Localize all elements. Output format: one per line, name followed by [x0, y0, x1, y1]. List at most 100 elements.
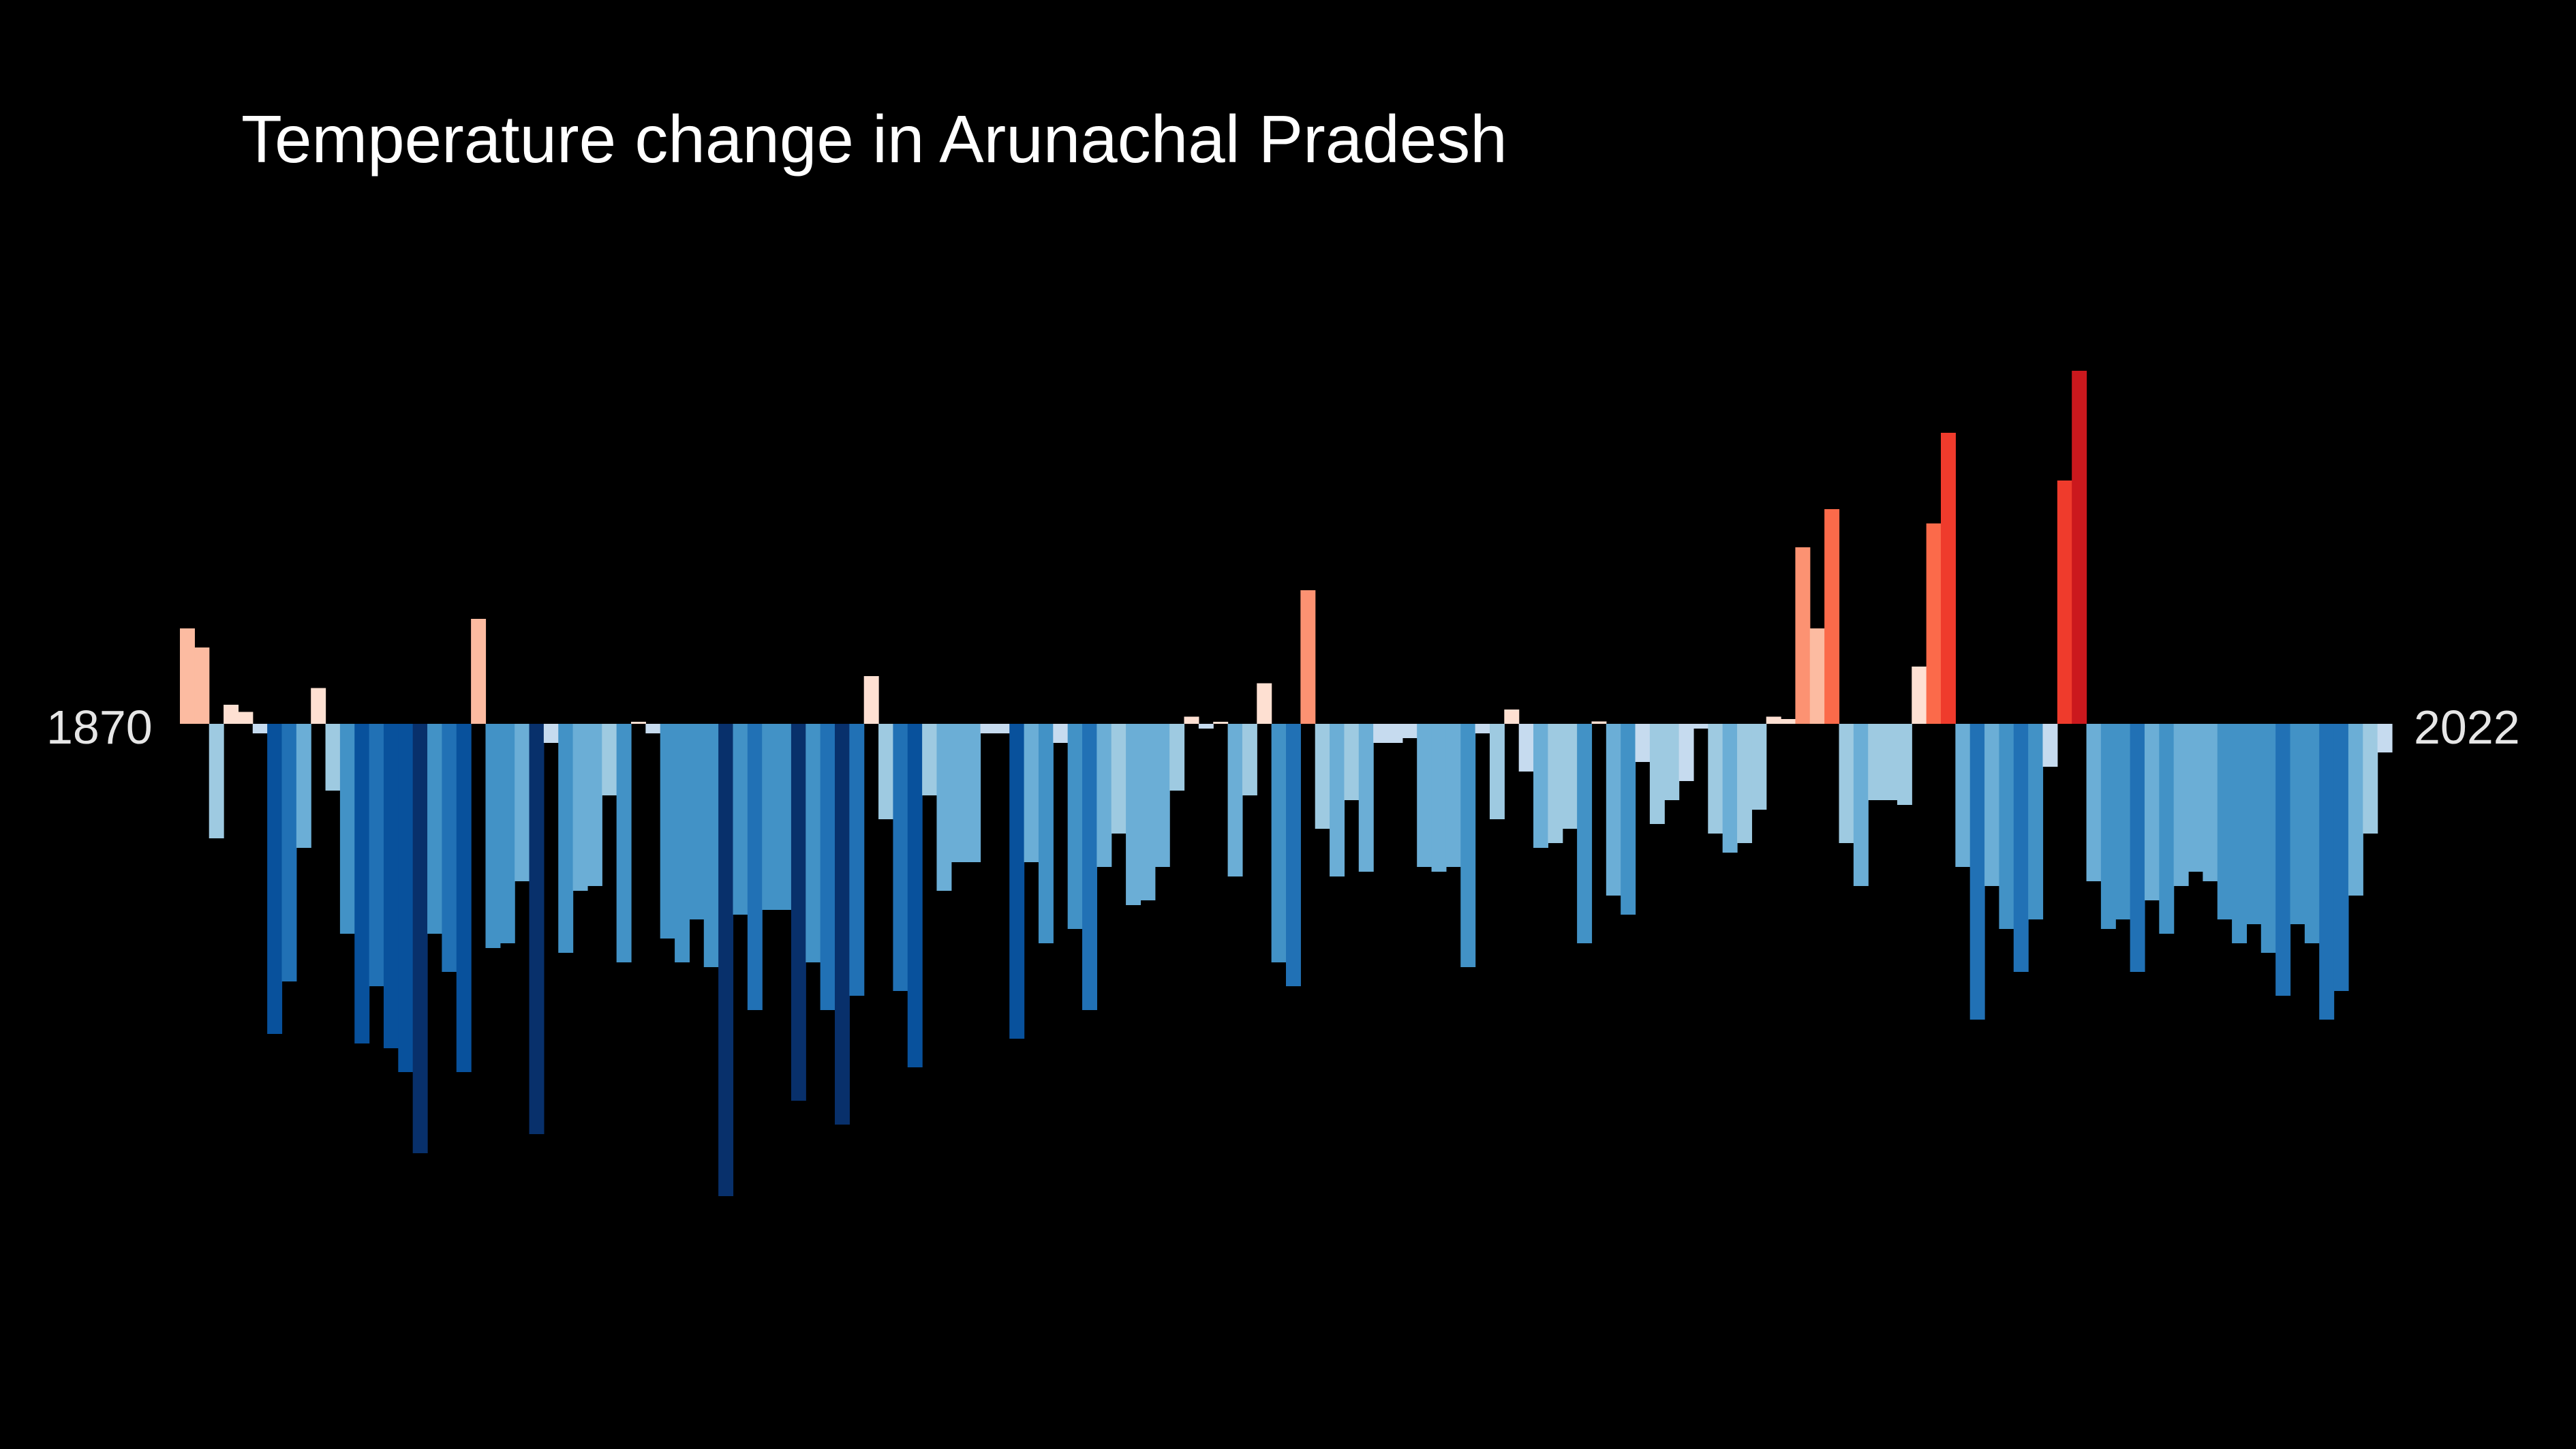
bar-1977: [1737, 724, 1752, 843]
bar-1932: [1082, 724, 1097, 1010]
bar-1951: [1359, 724, 1374, 872]
bar-1956: [1432, 724, 1447, 872]
bar-1994: [1984, 724, 1999, 886]
bar-2016: [2305, 724, 2320, 943]
bar-1987: [1883, 724, 1898, 800]
bar-1942: [1228, 724, 1243, 876]
bar-1925: [981, 724, 996, 733]
bar-1966: [1577, 724, 1592, 943]
bar-1968: [1606, 724, 1621, 896]
bar-1940: [1199, 724, 1214, 729]
bar-2003: [2115, 724, 2130, 919]
bar-1931: [1068, 724, 1083, 929]
bar-2014: [2275, 724, 2290, 996]
bar-1963: [1533, 724, 1548, 848]
bar-1926: [995, 724, 1010, 733]
bar-1912: [791, 724, 806, 1101]
bar-1917: [864, 676, 879, 724]
bar-1881: [340, 724, 355, 934]
bar-1928: [1024, 724, 1039, 862]
bar-1965: [1563, 724, 1578, 829]
bar-1930: [1053, 724, 1068, 743]
bar-1889: [457, 724, 472, 1072]
bar-1943: [1242, 724, 1257, 795]
bar-2015: [2290, 724, 2305, 924]
bar-1904: [675, 724, 690, 962]
bar-1980: [1781, 719, 1796, 724]
bar-1997: [2028, 724, 2043, 919]
bar-2005: [2145, 724, 2160, 900]
bar-1957: [1446, 724, 1461, 867]
bar-2000: [2072, 371, 2087, 724]
bar-1996: [2014, 724, 2029, 972]
bar-1941: [1213, 722, 1228, 724]
bar-1911: [777, 724, 792, 910]
bar-1967: [1591, 722, 1606, 724]
bar-1953: [1387, 724, 1402, 743]
bar-1888: [442, 724, 457, 972]
bar-1901: [631, 722, 646, 724]
bar-1961: [1504, 710, 1519, 724]
bar-1891: [485, 724, 500, 948]
bar-1873: [224, 705, 239, 724]
bar-2004: [2130, 724, 2145, 972]
bar-2012: [2246, 724, 2261, 924]
bar-1910: [762, 724, 777, 910]
bar-2001: [2087, 724, 2102, 881]
bar-2021: [2378, 724, 2393, 752]
bar-1872: [209, 724, 224, 838]
bar-1986: [1868, 724, 1883, 800]
bar-1879: [311, 688, 326, 724]
bar-1883: [369, 724, 384, 986]
bar-2011: [2232, 724, 2247, 943]
bar-1908: [733, 724, 748, 915]
bar-1884: [384, 724, 399, 1048]
bar-2008: [2188, 724, 2203, 872]
bar-1894: [530, 724, 545, 1134]
bar-2010: [2218, 724, 2233, 919]
bar-1878: [296, 724, 311, 848]
bar-1972: [1664, 724, 1679, 800]
bar-1969: [1621, 724, 1636, 915]
bar-1895: [544, 724, 559, 743]
bar-1903: [660, 724, 675, 939]
bar-1985: [1854, 724, 1869, 886]
bar-2013: [2261, 724, 2276, 953]
bar-1913: [806, 724, 821, 962]
bar-1939: [1184, 717, 1199, 724]
bar-1975: [1708, 724, 1723, 834]
end-year-label: 2022: [2414, 703, 2520, 751]
bar-1900: [617, 724, 632, 962]
bar-1993: [1970, 724, 1985, 1020]
bar-1979: [1766, 717, 1781, 724]
bar-1915: [835, 724, 850, 1125]
bar-1947: [1300, 590, 1315, 724]
bar-1959: [1475, 724, 1490, 733]
bar-1870: [180, 628, 195, 724]
bar-1991: [1941, 433, 1956, 724]
bar-1914: [821, 724, 835, 1010]
bar-2009: [2203, 724, 2218, 881]
bar-1948: [1315, 724, 1330, 829]
bar-1974: [1693, 724, 1708, 729]
bar-1945: [1272, 724, 1287, 962]
bar-2007: [2174, 724, 2189, 886]
bar-1882: [354, 724, 369, 1043]
bar-1944: [1257, 684, 1272, 724]
bar-2017: [2319, 724, 2334, 1020]
bar-1909: [748, 724, 763, 1010]
bar-1952: [1373, 724, 1388, 743]
bar-1922: [936, 724, 951, 891]
bar-1916: [849, 724, 864, 996]
bar-1880: [326, 724, 341, 791]
bar-1907: [718, 724, 733, 1196]
bar-1992: [1955, 724, 1970, 867]
bar-1919: [893, 724, 908, 991]
bar-1960: [1490, 724, 1505, 819]
bar-1976: [1723, 724, 1738, 853]
bar-1886: [413, 724, 428, 1153]
bar-1937: [1155, 724, 1170, 867]
bar-2020: [2363, 724, 2378, 834]
bar-1902: [645, 724, 660, 733]
